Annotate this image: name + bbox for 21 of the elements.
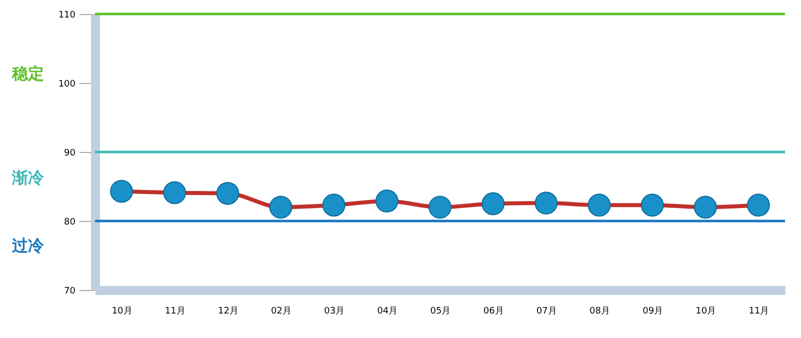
text: 稳定 (11, 64, 44, 83)
x-tick-label: 07月 (536, 306, 557, 316)
x-tick-label: 10月 (112, 306, 132, 316)
y-tick-label: 70 (64, 286, 76, 296)
x-tick-label: 08月 (590, 306, 610, 316)
x-tick-label: 02月 (271, 306, 292, 316)
x-tick-label: 12月 (218, 306, 238, 316)
y-tick-label: 90 (64, 148, 76, 158)
x-tick-label: 11月 (748, 306, 770, 316)
x-tick-label: 05月 (430, 306, 451, 316)
x-tick-label: 04月 (377, 306, 398, 316)
x-tick-label: 06月 (483, 306, 504, 316)
text: 过冷 (11, 236, 45, 256)
x-tick-label: 11月 (164, 306, 186, 316)
y-tick-label: 110 (58, 10, 76, 20)
x-tick-label: 09月 (642, 306, 664, 316)
y-tick-label: 100 (58, 80, 76, 90)
x-tick-label: 03月 (324, 306, 345, 316)
y-tick-label: 80 (64, 218, 76, 228)
x-tick-label: 10月 (696, 306, 716, 316)
text: 渐冷 (11, 168, 45, 187)
